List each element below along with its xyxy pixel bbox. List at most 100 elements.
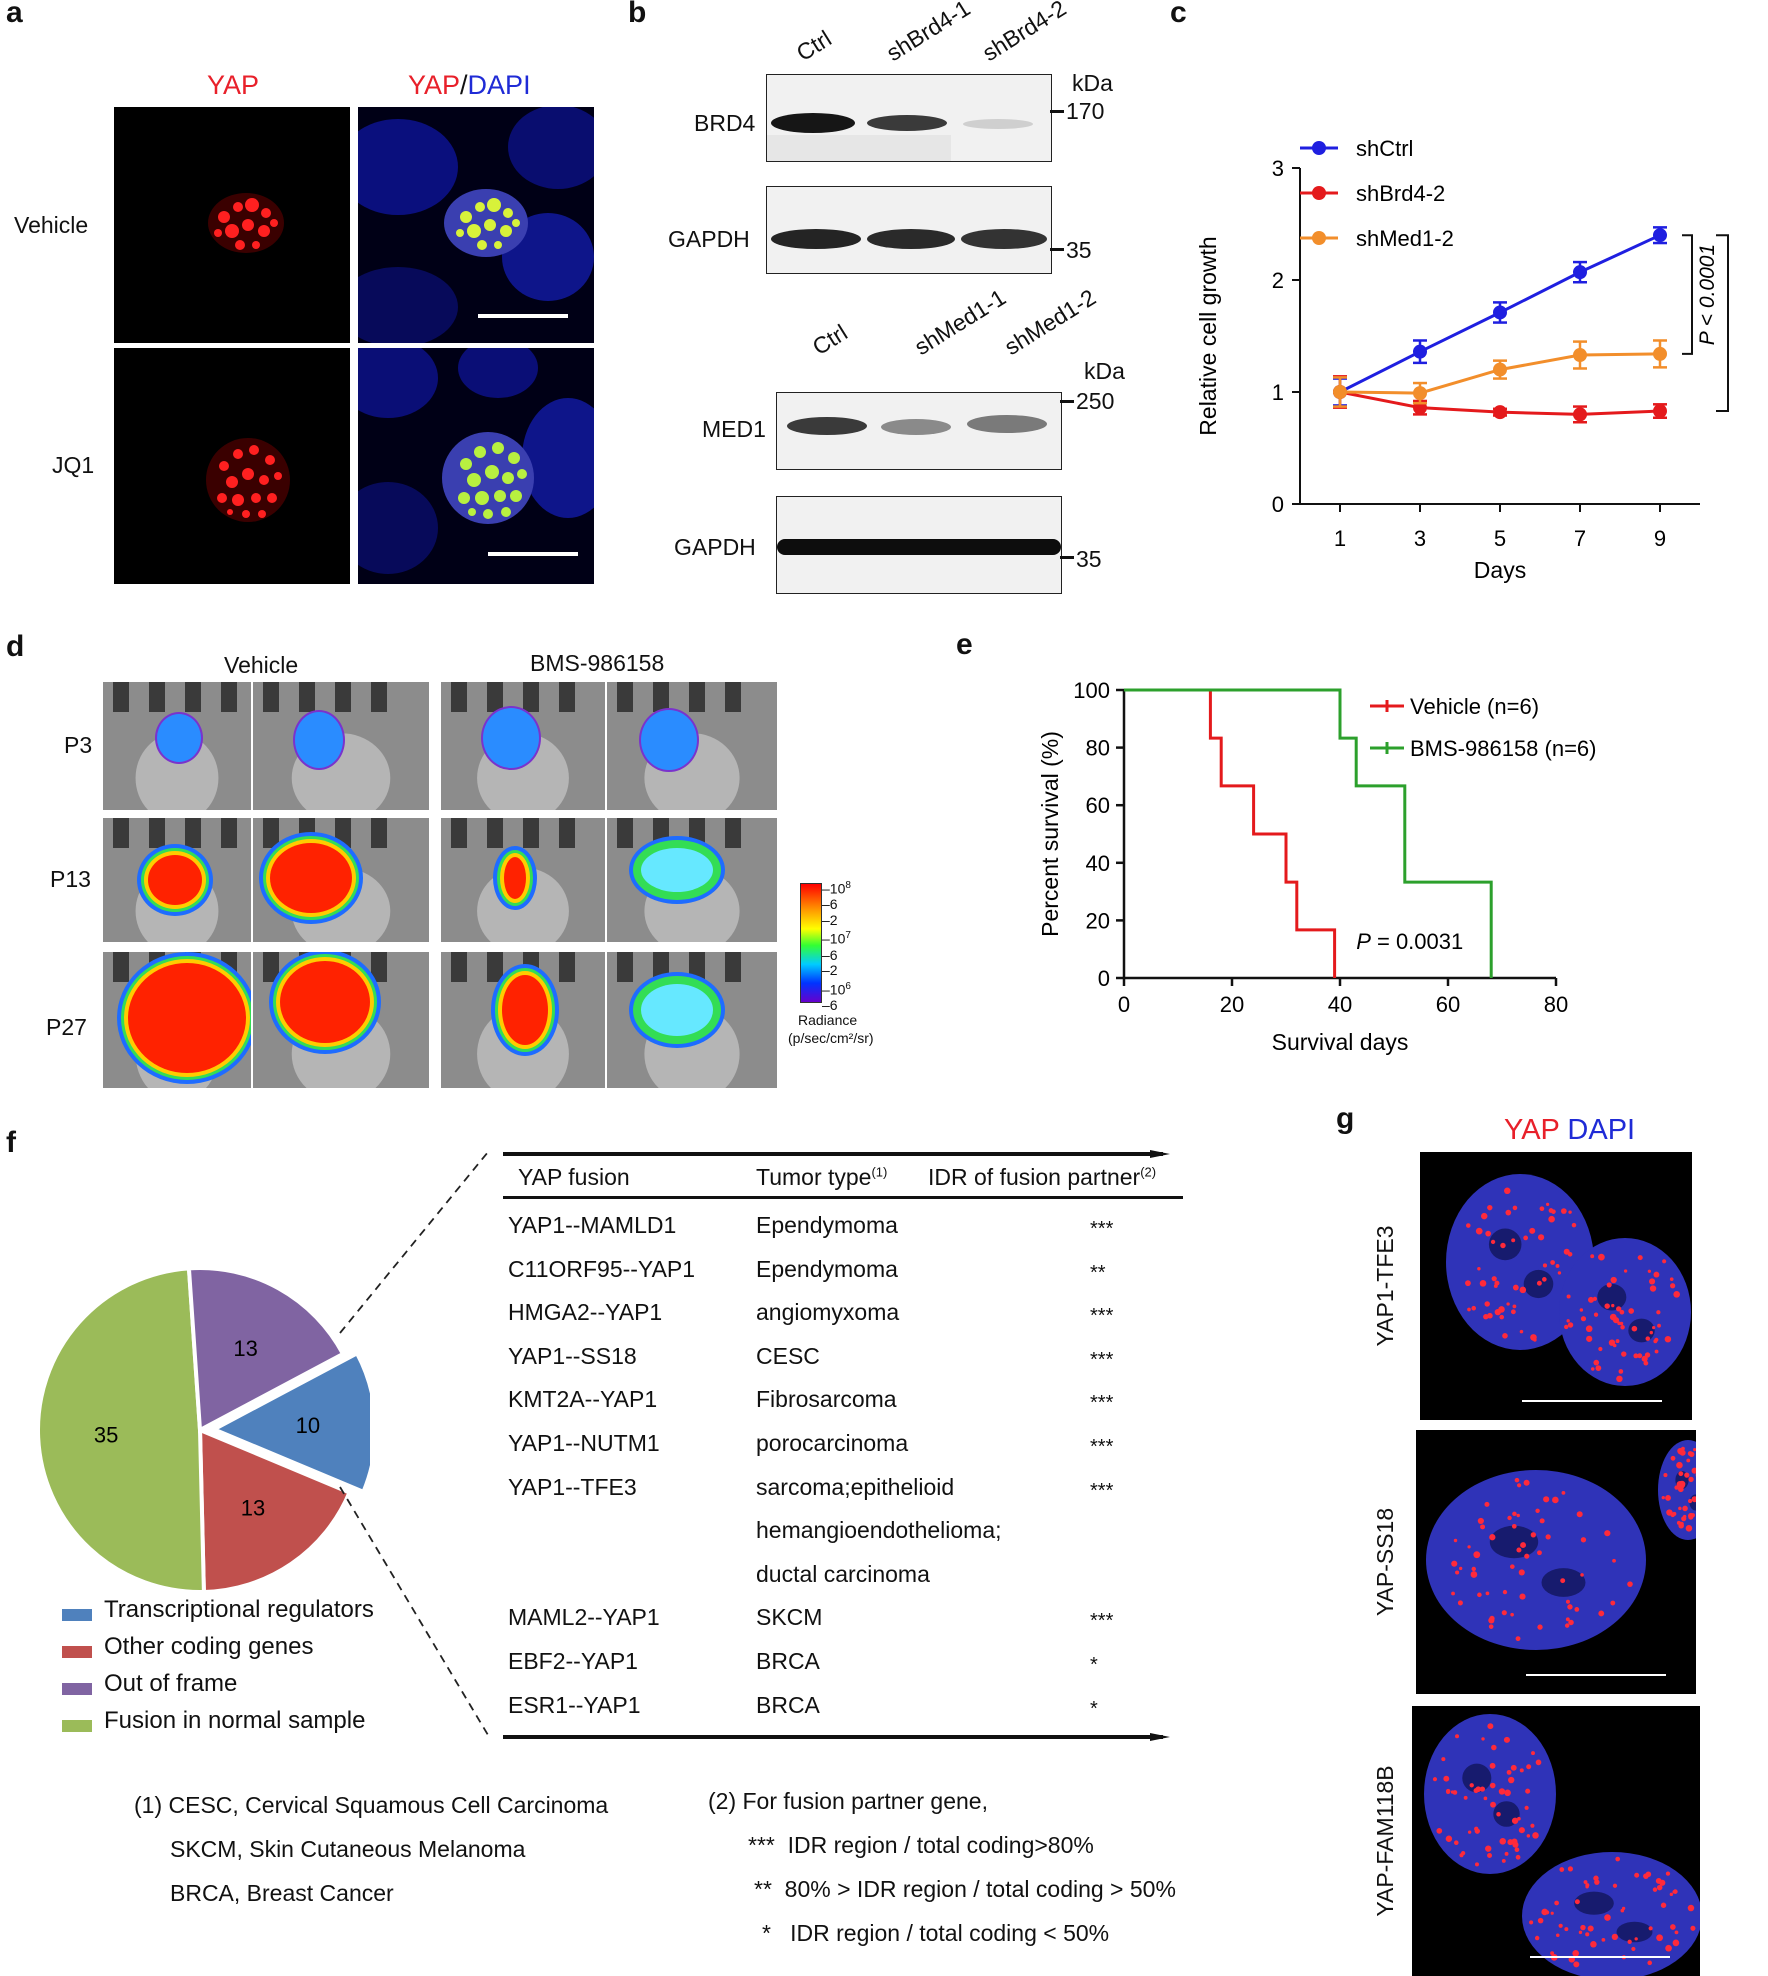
pie-slice [197,1426,353,1595]
data-point [1573,348,1587,363]
panel-d-row-p13: P13 [50,866,91,892]
yap-nucleus-image [206,438,290,522]
panel-d-row-p27: P27 [46,1014,87,1040]
pie-slice [186,1266,346,1434]
table-cell-fusion: KMT2A--YAP1 [508,1386,658,1413]
blot-gapdh-bottom [776,496,1062,594]
luminescence-signal [113,818,237,942]
x-tick-label: 9 [1654,526,1666,551]
growth-chart: 0 1 2 3 1 3 5 7 9 Days Relative cell growth shCtrl s… [1195,136,1740,583]
micrograph-merge-vehicle [358,107,594,343]
kda-label: kDa [1072,70,1113,96]
p-value: P < 0.0001 [1738,272,1740,373]
table-cell-tumor: Ependymoma [756,1212,898,1238]
nucleus-image [1426,1440,1696,1676]
panel-c-label: c [1170,0,1187,29]
table-cell-fusion: YAP1--MAMLD1 [508,1212,677,1238]
blot-row-label: GAPDH [674,534,756,560]
table-cell-idr: *** [1090,1479,1114,1502]
fusion-micrograph [1420,1152,1692,1420]
micrograph-row-label: YAP-FAM118B [1372,1765,1398,1917]
micrograph-row-label: YAP-SS18 [1372,1507,1398,1617]
y-tick-label: 1 [1272,380,1284,405]
table-cell-tumor: angiomyxoma [756,1299,900,1326]
scale-bar [1526,1674,1666,1676]
legend-entry: shMed1-2 [1356,226,1454,251]
panel-d-col-bms: BMS-986158 [530,650,665,676]
table-cell-idr: *** [1090,1392,1114,1415]
micrograph-row-label: YAP1-TFE3 [1372,1225,1398,1347]
footnote-2-line1: (2) For fusion partner gene, [708,1788,988,1814]
legend-swatch [62,1683,92,1695]
footnote-1-line1: (1) CESC, Cervical Squamous Cell Carcino… [134,1792,609,1818]
p-value: P < 0.0001 [1696,244,1719,345]
table-cell-idr: *** [1090,1610,1114,1633]
x-tick-label: 40 [1328,992,1352,1017]
yap-word: YAP [408,70,461,100]
luminescence-signal [451,682,575,810]
table-cell-idr: *** [1090,1305,1114,1328]
mouse-image [102,681,252,811]
panel-g-label: g [1336,1102,1355,1135]
yap-nucleus-image [208,193,284,253]
table-cell-idr: * [1090,1654,1098,1676]
luminescence-signal [263,682,391,810]
data-point [1493,362,1507,377]
blot-row-label: GAPDH [668,226,750,252]
radiance-ticks: –108 –6 –2 –107 –6 –2 –106 –6 [822,880,851,1014]
panel-g-title: YAP DAPI [1504,1114,1636,1146]
data-point [1333,385,1347,399]
luminescence-signal [451,952,575,1088]
table-cell-tumor: SKCM [756,1604,823,1631]
luminescence-signal [259,818,391,942]
legend-entry: Transcriptional regulators [104,1596,374,1623]
data-point [1653,346,1667,361]
mouse-image [252,817,430,943]
footnote-2-line2: *** IDR region / total coding>80% [748,1832,1094,1858]
mouse-image [440,817,606,943]
scale-bar [1522,1400,1662,1402]
mouse-image [606,681,778,811]
nucleus-image [1446,1174,1691,1402]
mouse-image [440,951,606,1089]
table-cell-fusion: EBF2--YAP1 [508,1648,638,1674]
data-point [1493,405,1507,420]
legend-entry: BMS-986158 (n=6) [1410,736,1597,761]
table-header-idr: IDR of fusion partner(2) [928,1164,1157,1190]
legend-swatch [62,1720,92,1732]
data-point [1493,305,1507,320]
table-top-rule [503,1152,1163,1156]
footnote-1-line2: SKCM, Skin Cutaneous Melanoma [170,1836,526,1862]
x-axis-label: Survival days [1272,1029,1409,1055]
table-cell-idr: *** [1090,1348,1114,1371]
x-tick-label: 20 [1220,992,1244,1017]
dapi-word: DAPI [467,70,531,100]
x-axis-label: Days [1474,557,1526,583]
y-tick-label: 60 [1086,793,1110,818]
table-cell-fusion: HMGA2--YAP1 [508,1299,663,1326]
luminescence-signal [263,952,391,1088]
blot-row-label: MED1 [702,416,766,442]
blot-med1 [776,392,1062,470]
data-point [1413,344,1427,359]
kda-label: kDa [1084,358,1125,384]
mouse-image [102,817,252,943]
marker-250: 250 [1076,388,1115,414]
fusion-micrograph [1416,1430,1696,1694]
table-cell-tumor: Ependymoma [756,1255,898,1282]
legend-entry: shBrd4-2 [1356,181,1445,206]
legend-marker [1312,141,1326,155]
mouse-image [606,817,778,943]
data-point [1653,228,1667,243]
sig-bracket [1716,234,1729,413]
marker-35: 35 [1066,237,1092,263]
micrograph-yap-vehicle [114,107,350,343]
mouse-image [252,681,430,811]
y-tick-label: 2 [1272,268,1284,293]
panel-a-label: a [6,0,23,29]
footnote-2-line3: ** 80% > IDR region / total coding > 50% [754,1876,1176,1902]
legend-marker [1312,231,1326,245]
luminescence-signal [451,818,575,942]
x-tick-label: 80 [1544,992,1568,1017]
table-header-fusion: YAP fusion [518,1164,630,1190]
